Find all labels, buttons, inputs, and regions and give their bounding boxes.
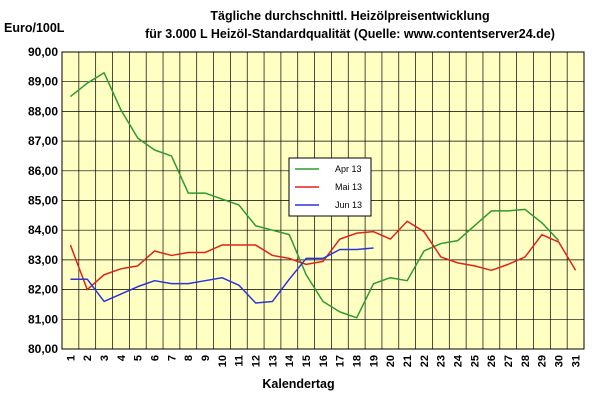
legend-label: Mai 13 xyxy=(335,182,362,192)
chart-subtitle: für 3.000 L Heizöl-Standardqualität (Que… xyxy=(145,27,555,41)
x-tick-label: 26 xyxy=(486,355,498,367)
y-tick-label: 83,00 xyxy=(28,253,58,267)
x-tick-label: 20 xyxy=(385,355,397,367)
legend-label: Jun 13 xyxy=(335,200,362,210)
x-tick-label: 13 xyxy=(267,355,279,367)
x-tick-label: 25 xyxy=(469,355,481,367)
series-line-mai-13 xyxy=(69,220,577,291)
x-tick-label: 14 xyxy=(284,354,296,367)
x-tick-label: 10 xyxy=(217,355,229,367)
y-tick-label: 81,00 xyxy=(28,312,58,326)
x-tick-label: 9 xyxy=(200,355,212,361)
x-tick-label: 18 xyxy=(352,355,364,367)
y-tick-label: 86,00 xyxy=(28,164,58,178)
x-tick-label: 24 xyxy=(453,354,465,367)
x-tick-label: 11 xyxy=(234,355,246,367)
x-tick-label: 6 xyxy=(149,355,161,361)
x-tick-label: 31 xyxy=(570,355,582,367)
x-tick-label: 7 xyxy=(166,355,178,361)
x-tick-label: 4 xyxy=(116,354,128,361)
x-tick-label: 12 xyxy=(250,355,262,367)
y-tick-label: 90,00 xyxy=(28,45,58,59)
x-tick-label: 8 xyxy=(183,355,195,361)
x-tick-label: 29 xyxy=(537,355,549,367)
x-tick-label: 30 xyxy=(554,355,566,367)
x-tick-label: 23 xyxy=(436,355,448,367)
x-tick-label: 2 xyxy=(82,355,94,361)
x-tick-label: 16 xyxy=(318,355,330,367)
y-tick-label: 84,00 xyxy=(28,223,58,237)
y-tick-label: 82,00 xyxy=(28,283,58,297)
x-tick-label: 1 xyxy=(65,355,77,361)
x-tick-label: 3 xyxy=(99,355,111,361)
series-line-jun-13 xyxy=(70,247,374,304)
x-tick-label: 17 xyxy=(335,355,347,367)
chart-title: Tägliche durchschnittl. Heizölpreisentwi… xyxy=(210,9,490,23)
x-tick-label: 28 xyxy=(520,355,532,367)
y-tick-label: 80,00 xyxy=(28,342,58,356)
y-tick-label: 87,00 xyxy=(28,134,58,148)
y-tick-label: 89,00 xyxy=(28,75,58,89)
y-tick-label: 85,00 xyxy=(28,194,58,208)
series-line-apr-13 xyxy=(69,72,560,319)
legend-label: Apr 13 xyxy=(335,164,362,174)
x-tick-label: 21 xyxy=(402,355,414,367)
x-tick-label: 22 xyxy=(419,355,431,367)
x-tick-label: 27 xyxy=(503,355,515,367)
x-tick-label: 19 xyxy=(368,355,380,367)
x-tick-label: 5 xyxy=(133,355,145,361)
x-tick-label: 15 xyxy=(301,355,313,367)
y-axis-label: Euro/100L xyxy=(4,21,65,35)
plot-frame xyxy=(61,51,585,350)
x-axis-label: Kalendertag xyxy=(262,377,335,391)
y-tick-label: 88,00 xyxy=(28,104,58,118)
